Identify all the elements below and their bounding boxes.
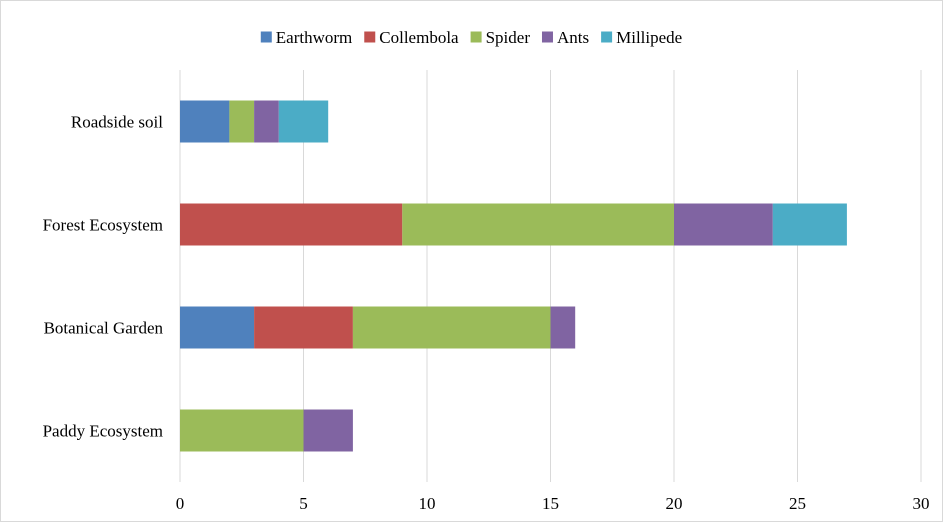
bar-botanical-garden-ants xyxy=(550,306,576,349)
x-tick-label-0: 0 xyxy=(176,494,185,513)
bar-forest-ecosystem-spider xyxy=(402,203,674,246)
legend-swatch-ants xyxy=(541,31,553,43)
bar-botanical-garden-collembola xyxy=(254,306,353,349)
bar-roadside-soil-millipede xyxy=(278,100,329,143)
bar-roadside-soil-ants xyxy=(254,100,279,143)
legend-swatch-spider xyxy=(470,31,482,43)
x-axis-tick-labels: 0 5 10 15 20 25 30 xyxy=(176,494,930,513)
legend-label-spider: Spider xyxy=(486,28,531,47)
bars xyxy=(180,100,847,452)
x-tick-label-20: 20 xyxy=(666,494,683,513)
legend-label-ants: Ants xyxy=(557,28,589,47)
legend-swatch-earthworm xyxy=(260,31,272,43)
bar-roadside-soil-spider xyxy=(229,100,255,143)
bar-paddy-ecosystem-spider xyxy=(180,409,304,452)
legend-label-millipede: Millipede xyxy=(616,28,682,47)
x-tick-label-10: 10 xyxy=(419,494,436,513)
x-tick-label-25: 25 xyxy=(789,494,806,513)
x-tick-label-5: 5 xyxy=(299,494,308,513)
bar-botanical-garden-earthworm xyxy=(180,306,255,349)
y-label-botanical-garden: Botanical Garden xyxy=(44,319,164,338)
y-label-roadside-soil: Roadside soil xyxy=(71,113,163,132)
legend-label-collembola: Collembola xyxy=(379,28,459,47)
y-label-paddy-ecosystem: Paddy Ecosystem xyxy=(43,422,163,441)
y-label-forest-ecosystem: Forest Ecosystem xyxy=(43,216,163,235)
legend-swatch-millipede xyxy=(601,31,613,43)
legend: Earthworm Collembola Spider Ants Millipede xyxy=(260,28,682,47)
legend-swatch-collembola xyxy=(364,31,376,43)
bar-forest-ecosystem-ants xyxy=(674,203,773,246)
bar-paddy-ecosystem-ants xyxy=(303,409,353,452)
y-axis-labels: Roadside soil Forest Ecosystem Botanical G… xyxy=(43,113,164,441)
x-tick-label-15: 15 xyxy=(542,494,559,513)
bar-forest-ecosystem-millipede xyxy=(772,203,847,246)
legend-label-earthworm: Earthworm xyxy=(276,28,352,47)
x-tick-label-30: 30 xyxy=(913,494,930,513)
bar-forest-ecosystem-collembola xyxy=(180,203,403,246)
bar-botanical-garden-spider xyxy=(352,306,551,349)
bar-roadside-soil-earthworm xyxy=(180,100,230,143)
